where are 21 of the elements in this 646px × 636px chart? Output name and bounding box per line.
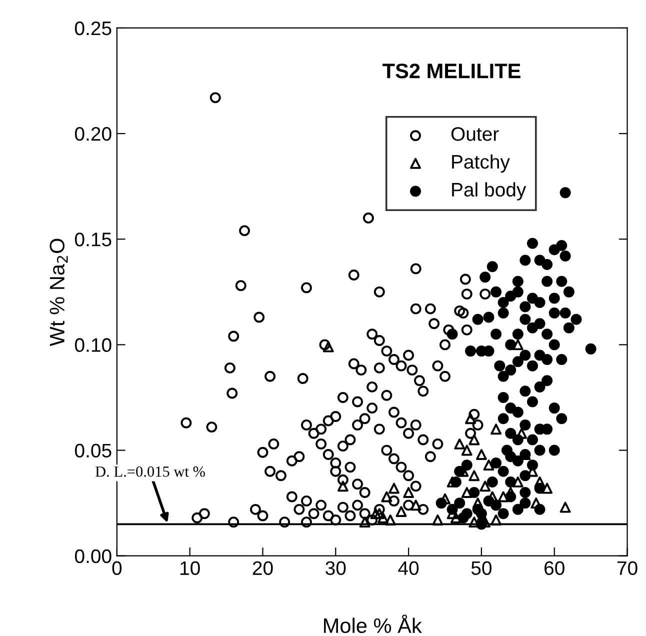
y-tick-label: 0.05 bbox=[74, 444, 112, 458]
legend-label: Patchy bbox=[452, 154, 510, 173]
y-tick-label: 0.15 bbox=[74, 232, 112, 246]
legend-label: Pal body bbox=[452, 182, 526, 200]
ref-line-label: D. L.=0.015 wt % bbox=[95, 466, 205, 477]
x-tick-label: 30 bbox=[326, 561, 346, 576]
x-tick-label: 10 bbox=[180, 561, 200, 576]
x-tick-label: 70 bbox=[617, 561, 638, 576]
x-tick-label: 0 bbox=[112, 561, 122, 576]
legend-label: Outer bbox=[451, 127, 499, 141]
x-axis-title: Mole % Åk bbox=[324, 614, 422, 634]
text: TS2 MELILITE bbox=[382, 64, 520, 78]
y-tick-label: 0.00 bbox=[74, 549, 112, 564]
x-tick-label: 20 bbox=[252, 561, 273, 576]
y-tick-label: 0.10 bbox=[74, 338, 112, 352]
y-axis-title: Wt % Na$_{2}$O bbox=[50, 238, 68, 346]
x-tick-label: 60 bbox=[544, 561, 564, 576]
x-tick-label: 50 bbox=[471, 561, 492, 576]
y-tick-label: 0.20 bbox=[74, 127, 112, 141]
x-tick-label: 40 bbox=[398, 561, 419, 576]
y-tick-label: 0.25 bbox=[74, 21, 112, 36]
